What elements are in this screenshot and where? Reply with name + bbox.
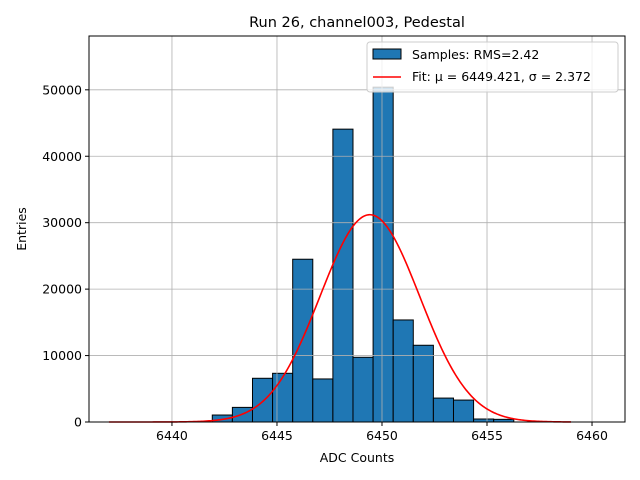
legend-box [366,41,619,93]
x-axis-label: ADC Counts [320,450,395,465]
legend-swatch-samples [372,48,402,60]
legend-label-fit: Fit: μ = 6449.421, σ = 2.372 [412,69,591,84]
y-tick-label: 50000 [42,82,82,97]
histogram-bar [292,258,314,423]
x-tick-label: 6445 [261,428,293,443]
legend: Samples: RMS=2.42 Fit: μ = 6449.421, σ =… [366,41,619,93]
bars-layer [211,86,515,423]
chart-title: Run 26, channel003, Pedestal [249,15,465,31]
histogram-bar [332,128,354,423]
y-axis: 0 10000 20000 30000 40000 50000 [42,82,89,430]
histogram-bar [312,378,334,423]
x-axis: 6440 6445 6450 6455 6460 [156,422,608,443]
histogram-bar [432,397,454,423]
histogram-bar [452,399,475,423]
histogram-bar [272,372,294,423]
histogram-bar [412,344,434,423]
histogram-bar [251,377,274,423]
y-tick-label: 10000 [42,348,82,363]
y-axis-label: Entries [14,207,29,251]
x-tick-label: 6440 [156,428,188,443]
histogram-bar [392,319,414,423]
y-tick-label: 40000 [42,149,82,164]
histogram-bar [352,356,374,423]
x-tick-label: 6455 [471,428,503,443]
x-tick-label: 6460 [576,428,608,443]
y-tick-label: 30000 [42,215,82,230]
histogram-bar [372,86,394,423]
y-tick-label: 20000 [42,282,82,297]
legend-label-samples: Samples: RMS=2.42 [412,47,539,62]
x-tick-label: 6450 [366,428,398,443]
y-tick-label: 0 [74,415,82,430]
plot-frame [88,35,626,423]
